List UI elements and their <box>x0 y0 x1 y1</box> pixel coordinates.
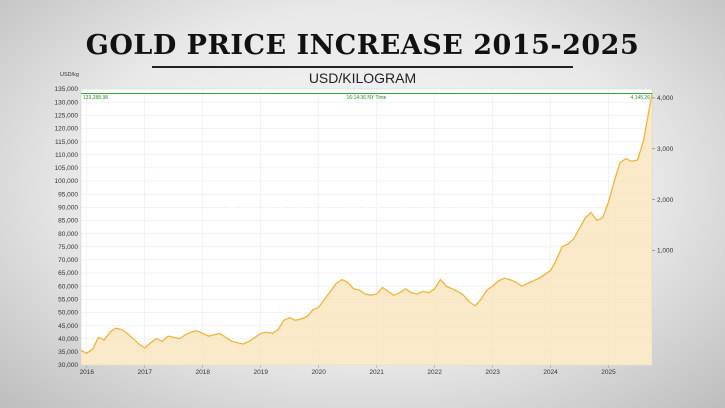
y-right-tick-label: 4,000 <box>657 95 674 102</box>
y-tick-label: 50,000 <box>58 310 78 317</box>
chart-subtitle: USD/KILOGRAM <box>308 70 417 86</box>
y-right-tick-label: 1,000 <box>657 248 674 255</box>
y-tick-label: 130,000 <box>55 99 79 106</box>
y-tick-label: 110,000 <box>55 152 78 159</box>
series-line <box>80 93 653 354</box>
series-area <box>81 93 652 365</box>
watermark: GOLDPRICE.ORG <box>228 191 496 221</box>
y-axis-unit-label: USD/kg <box>60 72 79 78</box>
y-tick-label: 65,000 <box>58 270 78 277</box>
y-axis-left: 30,000 35,000 40,000 45,000 50,000 55,000 60,0… <box>55 86 79 369</box>
reference-right-label: 4,145.26 <box>631 95 651 101</box>
reference-labels: 133,288.98 16:14:36 NY Time 4,145.26 <box>83 95 650 101</box>
x-tick-label: 2025 <box>601 369 616 376</box>
x-tick-label: 2021 <box>369 369 384 376</box>
x-tick-label: 2022 <box>427 369 442 376</box>
y-tick-label: 55,000 <box>58 296 78 303</box>
y-tick-label: 135,000 <box>55 86 79 93</box>
y-tick-label: 35,000 <box>58 349 78 356</box>
y-tick-label: 60,000 <box>58 283 78 290</box>
y-axis-right: 1,000 2,000 3,000 4,000 <box>652 95 674 255</box>
y-tick-label: 90,000 <box>58 204 78 211</box>
y-right-tick-label: 3,000 <box>657 146 674 153</box>
x-tick-label: 2023 <box>485 369 500 376</box>
y-tick-label: 40,000 <box>58 336 78 343</box>
y-tick-label: 100,000 <box>55 178 79 185</box>
y-tick-label: 75,000 <box>58 244 78 251</box>
y-right-tick-label: 2,000 <box>657 197 674 204</box>
y-tick-label: 70,000 <box>58 257 78 264</box>
x-tick-label: 2017 <box>138 369 153 376</box>
y-tick-label: 125,000 <box>55 112 79 119</box>
x-tick-label: 2019 <box>253 369 268 376</box>
x-tick-label: 2018 <box>196 369 211 376</box>
y-tick-label: 120,000 <box>55 126 79 133</box>
y-tick-label: 105,000 <box>55 165 79 172</box>
x-tick-label: 2024 <box>543 369 558 376</box>
x-tick-label: 2020 <box>311 369 326 376</box>
reference-left-label: 133,288.98 <box>83 95 108 101</box>
y-tick-label: 30,000 <box>58 362 78 369</box>
y-tick-label: 45,000 <box>58 323 78 330</box>
x-tick-label: 2016 <box>80 369 95 376</box>
x-axis: 2016 2017 2018 2019 2020 2021 2022 2023 2024 2025 <box>80 365 616 376</box>
y-tick-label: 95,000 <box>58 191 78 198</box>
title-underline <box>152 66 573 68</box>
y-tick-label: 85,000 <box>58 218 78 225</box>
reference-time-label: 16:14:36 NY Time <box>347 95 387 101</box>
y-tick-label: 115,000 <box>55 139 78 146</box>
chart-title: GOLD PRICE INCREASE 2015-2025 <box>85 30 640 61</box>
y-tick-label: 80,000 <box>58 231 78 238</box>
